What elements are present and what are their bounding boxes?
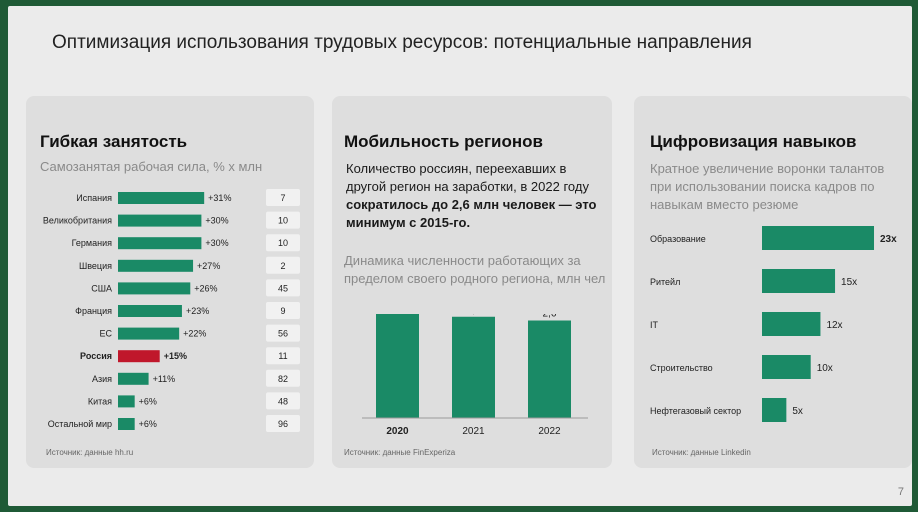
- bar: [762, 312, 821, 336]
- value-label: 5x: [792, 406, 803, 417]
- count-box: [266, 189, 300, 206]
- bar: [762, 355, 811, 379]
- value-label: +22%: [183, 329, 206, 339]
- value-label: +31%: [208, 193, 231, 203]
- category-label: Швеция: [79, 261, 112, 271]
- count-label: 9: [280, 306, 285, 316]
- bar: [118, 395, 135, 408]
- category-label: 2022: [538, 426, 561, 437]
- value-label: +26%: [194, 283, 217, 293]
- bar: [118, 305, 182, 317]
- count-box: [266, 369, 300, 387]
- count-label: 82: [278, 374, 288, 384]
- value-label: +27%: [197, 261, 220, 271]
- flex-employment-subtitle: Самозанятая рабочая сила, % х млн: [40, 159, 263, 174]
- bar: [118, 327, 180, 340]
- value-label: +6%: [139, 396, 157, 406]
- digital-chart: Образование 23x Ритейл 15x IT 12x Строительств…: [650, 226, 897, 422]
- flex-employment-title: Гибкая занятость: [40, 132, 188, 151]
- count-box: [266, 234, 300, 252]
- category-label: Строительство: [650, 363, 713, 373]
- value-label: 23x: [880, 234, 897, 245]
- mobility-card: Мобильность регионов Количество россиян,…: [332, 96, 612, 468]
- count-box: [266, 324, 300, 342]
- bar: [118, 418, 135, 430]
- bar: [118, 372, 149, 385]
- category-label: Остальной мир: [48, 419, 112, 429]
- value-label: 15x: [841, 277, 857, 288]
- category-label: 2020: [386, 426, 409, 437]
- mobility-title: Мобильность регионов: [344, 132, 543, 151]
- category-label: Франция: [75, 306, 112, 316]
- value-label: 10x: [817, 363, 833, 374]
- value-label: +23%: [186, 306, 209, 316]
- bar: [376, 314, 419, 418]
- category-label: Россия: [80, 351, 112, 361]
- value-label: 12x: [826, 320, 842, 331]
- bar: [118, 237, 202, 250]
- mobility-intro-text: Количество россиян, переехавших в другой…: [346, 161, 589, 194]
- category-label: Испания: [76, 193, 112, 203]
- count-label: 56: [278, 329, 288, 339]
- category-label: Азия: [92, 374, 112, 384]
- mobility-intro: Количество россиян, переехавших в другой…: [346, 160, 602, 232]
- category-label: ЕС: [99, 329, 112, 339]
- category-label: Нефтегазовый сектор: [650, 406, 741, 416]
- slide-title: Оптимизация использования трудовых ресур…: [52, 32, 752, 53]
- count-box: [266, 279, 300, 297]
- count-box: [266, 302, 300, 319]
- value-label: +11%: [153, 374, 176, 384]
- count-label: 7: [280, 193, 285, 203]
- bar: [118, 350, 160, 363]
- category-label: Германия: [72, 238, 112, 248]
- count-label: 96: [278, 419, 288, 429]
- flex-employment-chart: Испания +31% 7 Великобритания +30% 10 Германия…: [43, 189, 300, 432]
- page-number: 7: [897, 486, 904, 498]
- bar: [762, 398, 787, 422]
- value-label: 2,7: [467, 314, 481, 316]
- category-label: Ритейл: [650, 277, 680, 287]
- count-label: 11: [278, 351, 287, 361]
- digital-card: Цифровизация навыков Кратное увеличение …: [634, 96, 912, 468]
- mobility-chart-title: Динамика численности работающих за преде…: [344, 253, 606, 286]
- bar: [118, 214, 202, 227]
- count-label: 10: [278, 238, 288, 248]
- mobility-intro-highlight: сократилось до 2,6 млн человек — это мин…: [346, 197, 597, 230]
- count-label: 48: [278, 396, 288, 406]
- category-label: США: [91, 283, 112, 293]
- bar: [528, 320, 571, 418]
- value-label: +15%: [164, 351, 187, 361]
- value-label: +30%: [205, 238, 228, 248]
- count-box: [266, 392, 300, 410]
- value-label: +30%: [205, 216, 228, 226]
- mobility-source: Источник: данные FinExperiza: [344, 448, 456, 457]
- count-label: 45: [278, 283, 288, 293]
- digital-subtitle: Кратное увеличение воронки талантов при …: [650, 161, 885, 212]
- category-label: Китая: [88, 396, 112, 406]
- bar: [118, 282, 191, 295]
- count-label: 10: [278, 216, 288, 226]
- category-label: Образование: [650, 234, 706, 244]
- value-label: +6%: [139, 419, 157, 429]
- digital-title: Цифровизация навыков: [650, 132, 857, 151]
- count-label: 2: [280, 261, 285, 271]
- category-label: 2021: [462, 426, 485, 437]
- digital-source: Источник: данные Linkedin: [652, 448, 751, 457]
- count-box: [266, 347, 300, 365]
- count-box: [266, 415, 300, 432]
- bar: [118, 192, 205, 204]
- bar: [452, 316, 495, 418]
- flex-employment-source: Источник: данные hh.ru: [46, 448, 134, 457]
- bar: [118, 259, 194, 272]
- bar: [762, 269, 836, 293]
- count-box: [266, 211, 300, 229]
- flex-employment-card: Гибкая занятость Самозанятая рабочая сил…: [26, 96, 314, 468]
- value-label: 2,6: [543, 314, 557, 320]
- category-label: Великобритания: [43, 216, 112, 226]
- count-box: [266, 256, 300, 274]
- bar: [762, 226, 875, 250]
- slide: Оптимизация использования трудовых ресур…: [8, 6, 912, 506]
- category-label: IT: [650, 320, 659, 330]
